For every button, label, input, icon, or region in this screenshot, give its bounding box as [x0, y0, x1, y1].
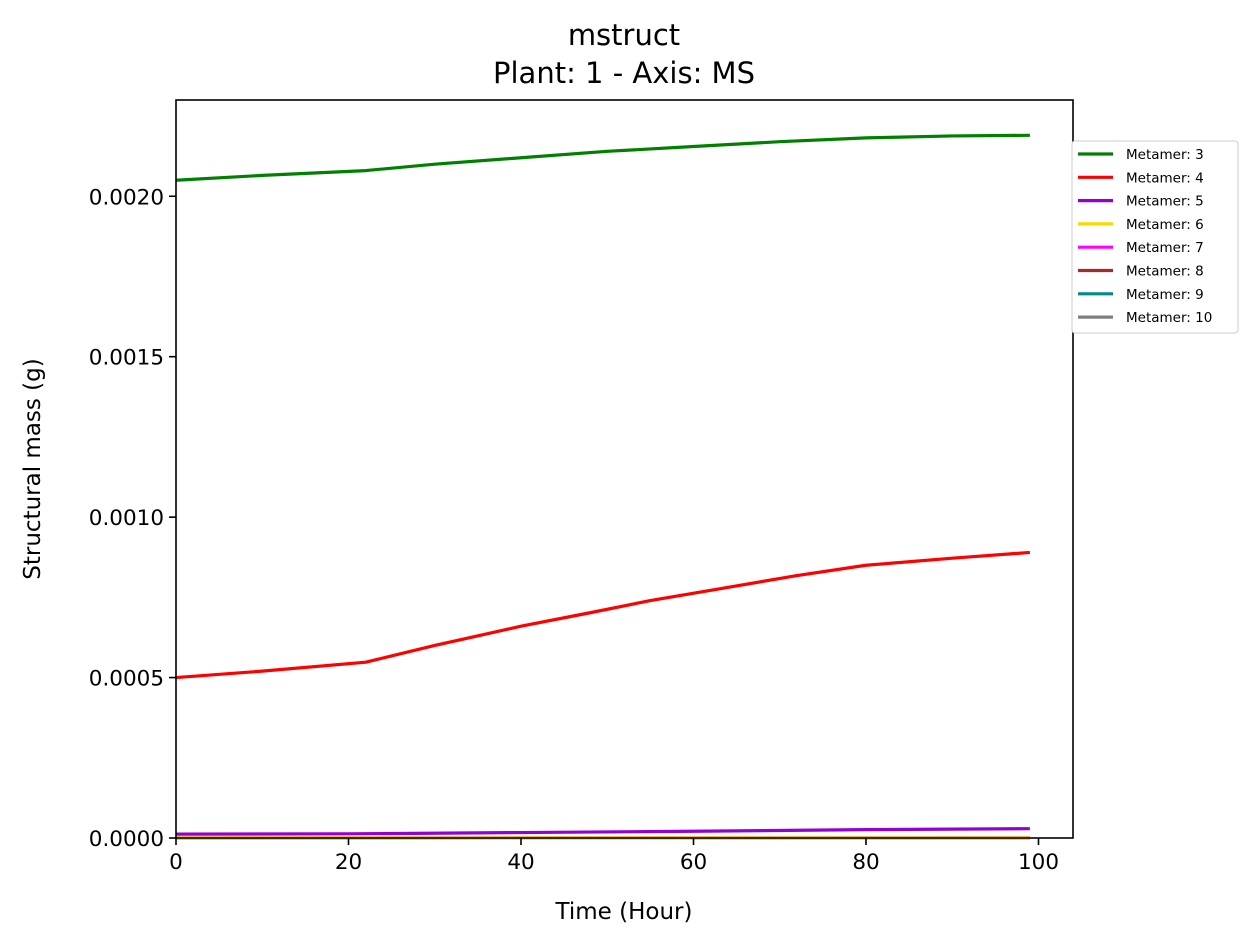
x-tick-label: 100 — [1018, 850, 1059, 875]
series-line-1 — [175, 133, 1030, 182]
series-line-2 — [175, 550, 1030, 680]
x-tick-label: 20 — [335, 850, 362, 875]
x-axis-label: Time (Hour) — [555, 899, 693, 925]
x-tick-label: 80 — [852, 850, 879, 875]
legend-entry: Metamer: 8 — [1126, 264, 1204, 280]
chart-subtitle: Plant: 1 - Axis: MS — [493, 56, 755, 90]
x-tick-label: 0 — [169, 850, 183, 875]
series-line-3 — [175, 827, 1030, 836]
plot-area-frame — [175, 99, 1074, 839]
legend-entry: Metamer: 10 — [1126, 310, 1212, 326]
y-tick-label: 0.0000 — [89, 827, 164, 852]
legend-entry: Metamer: 4 — [1126, 170, 1204, 186]
series-layer — [175, 133, 1030, 840]
legend: Metamer: 3 Metamer: 4 Metamer: 5 Metamer: 6… — [1071, 140, 1239, 334]
y-tick-label: 0.0010 — [89, 506, 164, 531]
y-tick-label: 0.0020 — [89, 185, 164, 210]
legend-entry: Metamer: 7 — [1126, 240, 1204, 256]
y-tick-label: 0.0015 — [89, 346, 164, 371]
y-tick-label: 0.0005 — [89, 667, 164, 692]
x-axis: 0 20 40 60 80 100 — [169, 838, 1059, 875]
legend-entry: Metamer: 9 — [1126, 287, 1204, 303]
legend-entry: Metamer: 6 — [1126, 217, 1204, 233]
chart-title: mstruct — [568, 18, 680, 52]
x-tick-label: 60 — [680, 850, 707, 875]
legend-entry: Metamer: 5 — [1126, 194, 1204, 210]
legend-entry: Metamer: 3 — [1126, 147, 1204, 163]
y-axis: 0.0000 0.0005 0.0010 0.0015 0.0020 — [89, 185, 176, 852]
x-tick-label: 40 — [507, 850, 534, 875]
legend-frame — [1071, 140, 1239, 334]
y-axis-label: Structural mass (g) — [20, 358, 46, 579]
